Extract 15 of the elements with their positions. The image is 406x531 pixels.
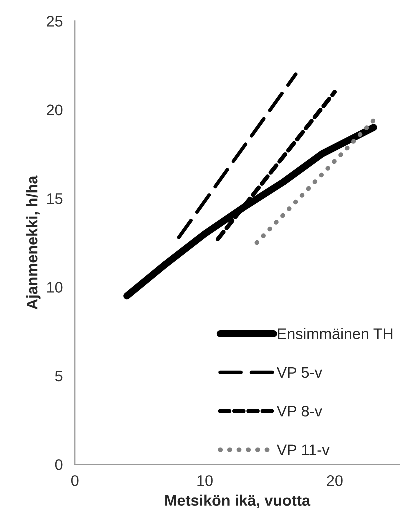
y-tick-label: 25 <box>47 16 63 27</box>
y-tick-label: 0 <box>55 459 63 470</box>
legend-label: VP 11-v <box>276 444 330 456</box>
legend-label: VP 8-v <box>276 406 322 417</box>
y-tick-label: 10 <box>47 282 63 293</box>
y-tick-label: 5 <box>55 370 63 382</box>
y-tick-label: 20 <box>47 104 63 116</box>
x-tick-label: 20 <box>327 475 343 486</box>
legend-label: VP 5-v <box>276 367 322 378</box>
x-axis-title: Metsikön ikä, vuotta <box>166 494 311 508</box>
x-tick-label: 10 <box>198 475 213 486</box>
y-tick-label: 15 <box>47 194 63 204</box>
y-axis-title: Ajanmenekki, h/ha <box>26 176 41 310</box>
legend-label: Ensimmäinen TH <box>278 328 393 340</box>
x-tick-label: 0 <box>71 475 79 486</box>
